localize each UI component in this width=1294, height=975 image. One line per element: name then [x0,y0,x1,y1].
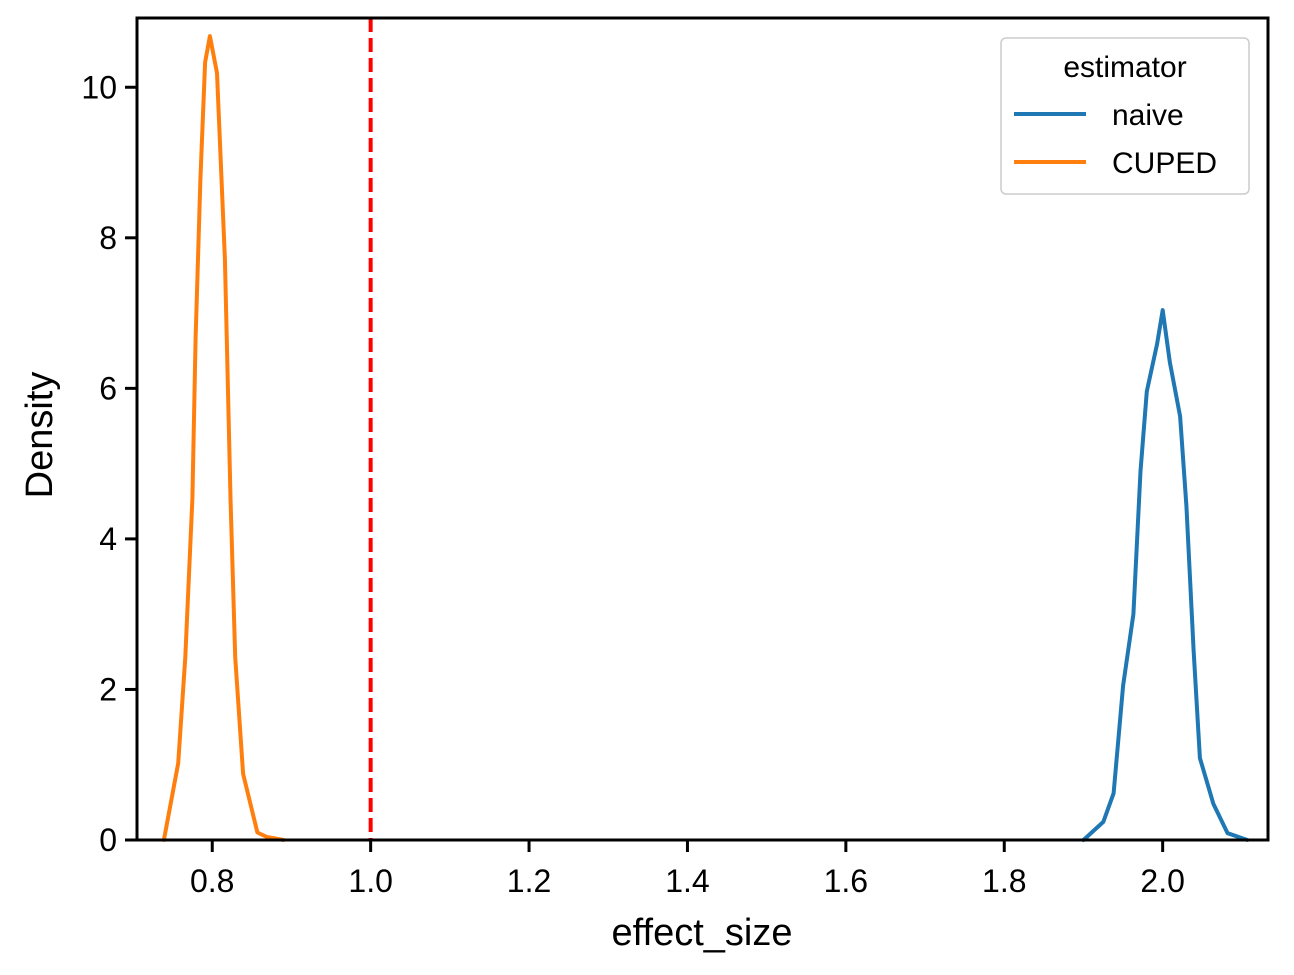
legend-box [1000,37,1250,195]
legend-label-cuped: CUPED [1112,147,1217,180]
x-tick-label: 1.0 [348,863,392,899]
x-tick-label: 1.8 [982,863,1026,899]
x-axis-label: effect_size [612,912,793,954]
legend-title: estimator [1063,51,1186,84]
axes: 0.8 1.0 1.2 1.4 1.6 1.8 2.0 0 2 4 6 8 10 [81,16,1270,899]
series-line-naive [1081,308,1250,842]
plot-area [161,18,1250,842]
y-tick-label: 2 [99,671,117,707]
y-tick-label: 8 [99,220,117,256]
y-axis-label: Density [19,372,61,499]
x-tick-label: 1.4 [665,863,709,899]
y-tick-label: 4 [99,521,117,557]
x-tick-label: 0.8 [190,863,234,899]
y-tick-label: 6 [99,370,117,406]
y-tick-label: 10 [81,69,117,105]
series-line-cuped [161,34,286,842]
x-tick-label: 2.0 [1140,863,1184,899]
x-tick-label: 1.2 [507,863,551,899]
x-tick-label: 1.6 [824,863,868,899]
y-tick-label: 0 [99,822,117,858]
plot-frame [135,16,1270,842]
legend-label-naive: naive [1112,99,1184,132]
legend: estimator naive CUPED [1000,37,1250,195]
